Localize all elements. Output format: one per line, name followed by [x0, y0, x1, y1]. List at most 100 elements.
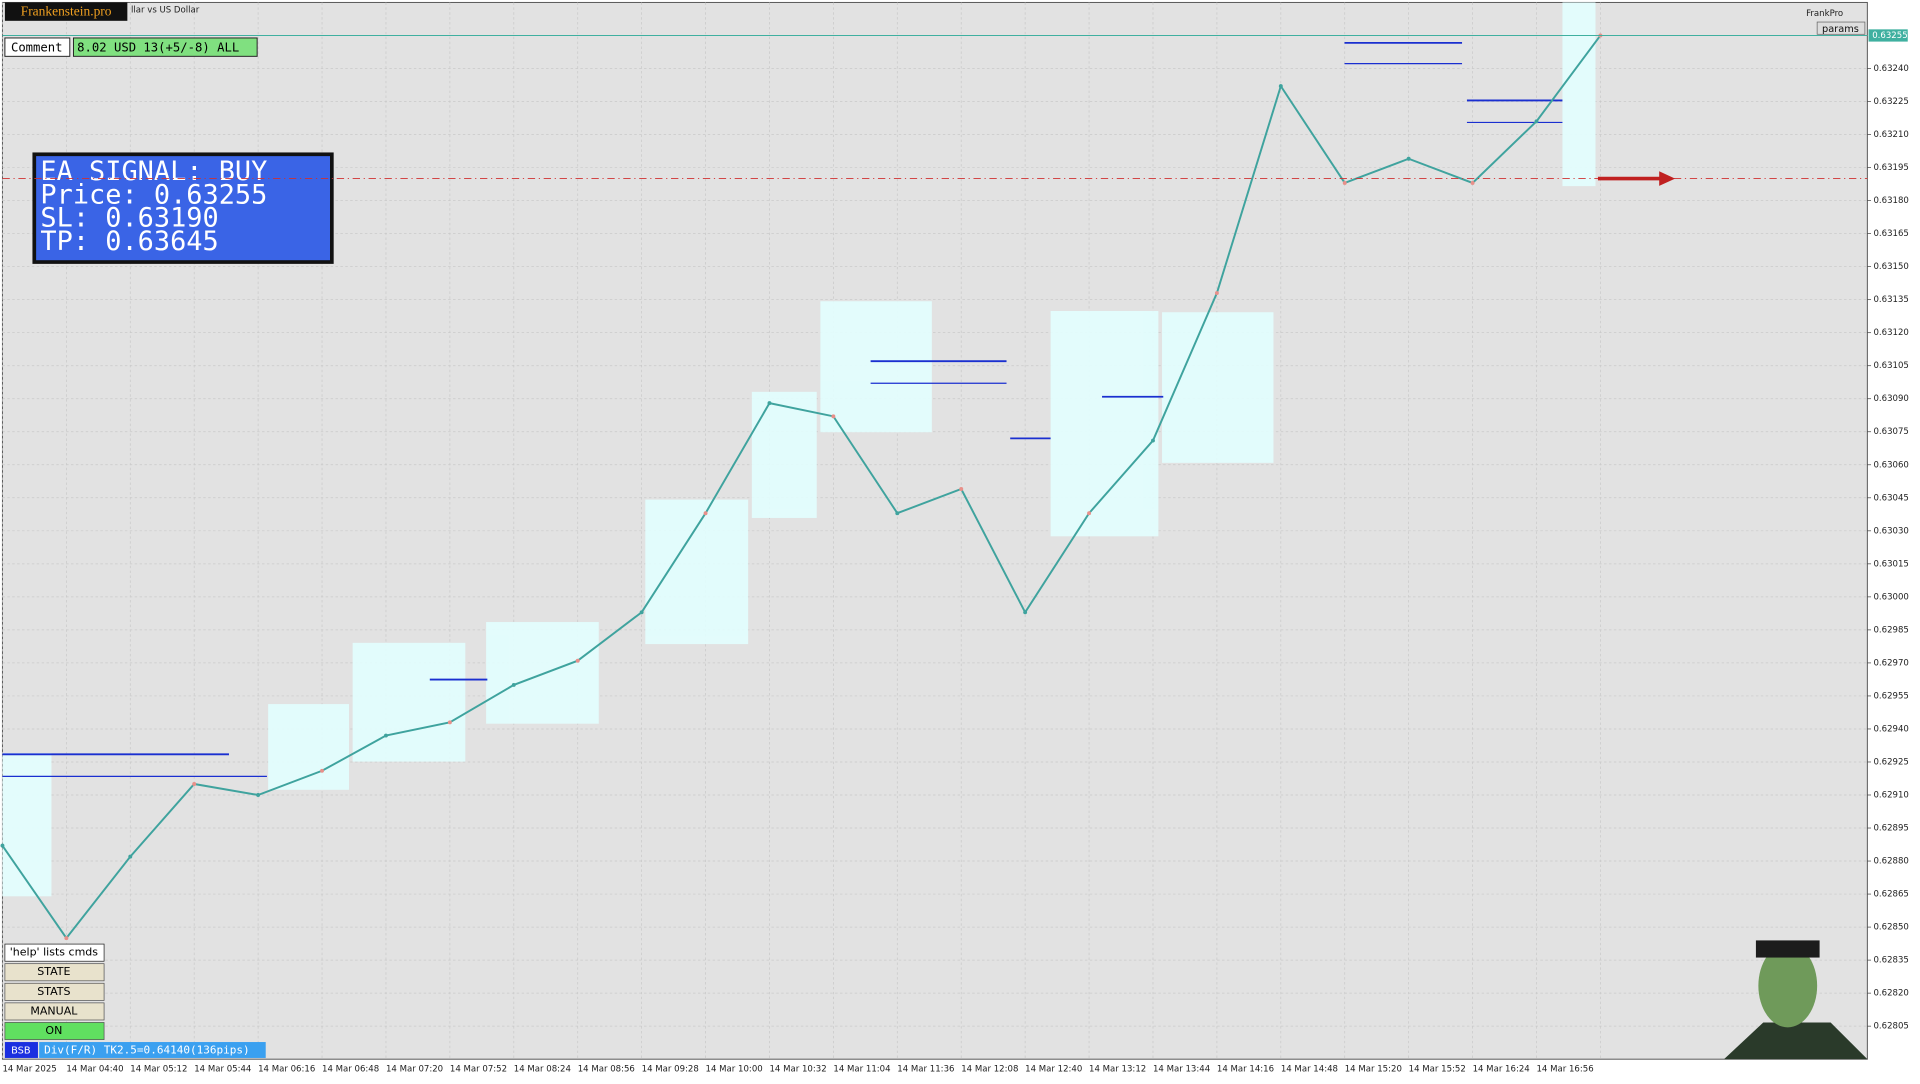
y-tick-label: 0.63120: [1873, 328, 1908, 338]
on-button[interactable]: [4, 1022, 105, 1040]
price-point: [192, 782, 197, 786]
signal-arrow: [1597, 171, 1676, 186]
y-tick-label: 0.62910: [1873, 791, 1908, 801]
price-point: [64, 936, 69, 941]
state-label[interactable]: STATE: [37, 965, 70, 978]
y-tick-label: 0.63135: [1873, 295, 1908, 305]
price-point: [1023, 610, 1028, 615]
price-point: [384, 733, 388, 738]
price-point: [639, 610, 644, 615]
y-tick-label: 0.63045: [1873, 493, 1908, 503]
help-text: 'help' lists cmds: [10, 946, 99, 959]
y-tick-label: 0.62955: [1873, 691, 1908, 701]
x-tick-label: 14 Mar 06:16: [258, 1064, 315, 1074]
price-point: [1214, 291, 1219, 296]
price-point: [895, 511, 900, 516]
x-tick-label: 14 Mar 05:44: [194, 1064, 251, 1074]
manual-label[interactable]: MANUAL: [30, 1004, 78, 1017]
y-tick-label: 0.62970: [1873, 658, 1908, 668]
x-tick-label: 14 Mar 04:40: [66, 1064, 123, 1074]
box: [1162, 312, 1274, 463]
x-tick-label: 14 Mar 16:56: [1536, 1064, 1593, 1074]
y-tick-label: 0.62835: [1873, 956, 1908, 966]
price-point: [256, 793, 261, 797]
params-button[interactable]: [1816, 21, 1866, 35]
price-point: [831, 414, 836, 419]
box: [2, 753, 52, 897]
x-tick-label: 14 Mar 06:48: [322, 1064, 379, 1074]
box: [645, 499, 749, 645]
signal-line: TP: 0.63645: [40, 226, 218, 257]
y-tick-label: 0.63150: [1873, 262, 1908, 272]
on-label[interactable]: ON: [45, 1024, 62, 1037]
y-tick-label: 0.63225: [1873, 97, 1908, 107]
price-marker-box: [1868, 29, 1908, 42]
price-point: [1534, 119, 1539, 124]
x-tick-label: 14 Mar 08:56: [578, 1064, 635, 1074]
signal-line: Price: 0.63255: [40, 179, 267, 210]
x-tick-label: 14 Mar 11:36: [897, 1064, 954, 1074]
brand: Frankenstein.pro: [21, 3, 112, 18]
price-point: [511, 682, 516, 687]
signal-line: EA SIGNAL: BUY: [40, 156, 267, 187]
y-tick-label: 0.62850: [1873, 923, 1908, 933]
x-tick-label: 14 Mar 15:52: [1409, 1064, 1466, 1074]
box: [486, 622, 599, 724]
price-point: [703, 511, 708, 516]
price-point: [767, 401, 772, 406]
y-tick-label: 0.62895: [1873, 824, 1908, 834]
y-tick-label: 0.63000: [1873, 592, 1908, 602]
x-tick-label: 14 Mar 05:12: [130, 1064, 187, 1074]
x-tick-label: 14 Mar 16:24: [1473, 1064, 1530, 1074]
x-tick-label: 14 Mar 11:04: [833, 1064, 890, 1074]
comment-box: [72, 37, 258, 57]
x-tick-label: 14 Mar 14:16: [1217, 1064, 1274, 1074]
params-label[interactable]: params: [1822, 24, 1859, 35]
y-tick-label: 0.62820: [1873, 989, 1908, 999]
box: [1562, 2, 1596, 187]
state-button[interactable]: [4, 963, 105, 982]
help-box: [4, 943, 105, 962]
y-tick-label: 0.63060: [1873, 460, 1908, 470]
x-tick-label: 14 Mar 07:52: [450, 1064, 507, 1074]
price-marker-label: 0.63255: [1872, 31, 1907, 41]
price-point: [320, 768, 324, 773]
level-lines: [2, 41, 1563, 777]
status-tag-box: [4, 1042, 38, 1058]
brand-box: [4, 2, 128, 21]
x-tick-label: 14 Mar 2025: [2, 1064, 56, 1074]
y-tick-label: 0.63240: [1873, 64, 1908, 74]
x-tick-label: 14 Mar 08:24: [514, 1064, 571, 1074]
y-tick-label: 0.63105: [1873, 361, 1908, 371]
price-point: [1087, 511, 1092, 516]
manual-button[interactable]: [4, 1002, 105, 1021]
price-line: [1, 34, 1602, 940]
x-tick-label: 14 Mar 13:12: [1089, 1064, 1146, 1074]
y-tick-label: 0.62925: [1873, 757, 1908, 767]
y-tick-label: 0.63210: [1873, 130, 1908, 140]
stats-label[interactable]: STATS: [37, 985, 70, 998]
box: [1050, 311, 1159, 537]
x-tick-label: 14 Mar 10:00: [706, 1064, 763, 1074]
box: [268, 704, 349, 790]
price-point: [1342, 181, 1347, 185]
signal-text: EA SIGNAL: BUY Price: 0.63255 SL: 0.6319…: [40, 156, 267, 257]
x-tick-label: 14 Mar 09:28: [642, 1064, 699, 1074]
x-tick-label: 14 Mar 13:44: [1153, 1064, 1210, 1074]
price-point: [1406, 156, 1411, 161]
price-point: [575, 658, 580, 663]
status-tag: BSB: [11, 1046, 31, 1057]
price-point: [128, 854, 133, 859]
price-point: [1278, 84, 1283, 89]
y-tick-label: 0.62865: [1873, 890, 1908, 900]
box: [352, 642, 466, 762]
stats-button[interactable]: [4, 982, 105, 1001]
box: [820, 301, 932, 433]
y-tick-label: 0.62805: [1873, 1022, 1908, 1032]
avatar: [1724, 940, 1868, 1060]
signal-line: SL: 0.63190: [40, 203, 218, 234]
price-point: [447, 720, 452, 725]
session-boxes: [2, 2, 1596, 897]
status-text: Div(F/R) TK2.5=0.64140(136pips): [44, 1044, 250, 1057]
